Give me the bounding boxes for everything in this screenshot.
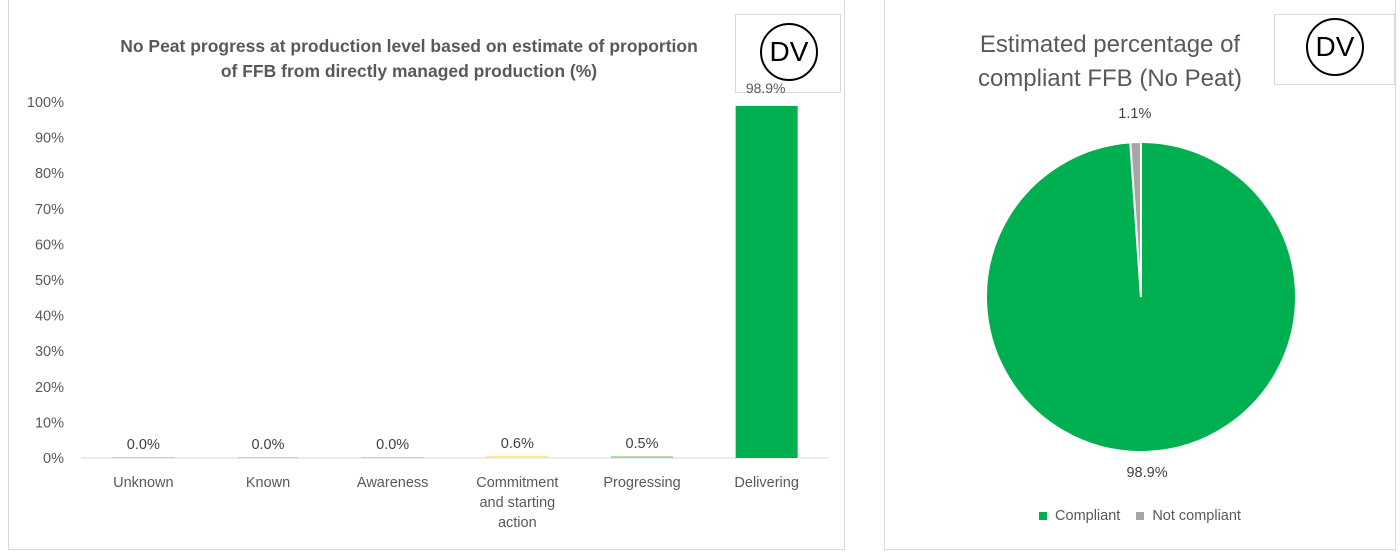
y-tick-label: 60% <box>35 237 64 253</box>
bar-chart: 0% 10% 20% 30% 40% 50% 60% 70% 80% 90% 100% 0.0% Unk… <box>27 95 829 531</box>
bar-awareness <box>361 457 424 458</box>
bar-chart-title-line-2: of FFB from directly managed production … <box>220 61 598 81</box>
dv-badge-text: DV <box>1315 31 1355 62</box>
bar-data-label: 0.0% <box>127 437 160 453</box>
legend-item-compliant: Compliant <box>1039 508 1120 524</box>
bar-chart-title: No Peat progress at production level bas… <box>69 34 749 84</box>
x-category-label: Commitment <box>476 475 558 491</box>
bar-top-label-layer: 98.9% <box>746 80 786 96</box>
legend-swatch <box>1136 512 1145 520</box>
bar-data-label: 0.0% <box>251 437 284 453</box>
bar-chart-title-line-1: No Peat progress at production level bas… <box>120 36 698 56</box>
bar-data-label: 0.5% <box>625 436 658 452</box>
y-tick-label: 10% <box>35 415 64 431</box>
dv-badge: DV <box>760 23 818 81</box>
y-tick-label: 70% <box>35 202 64 218</box>
pie-chart-title: Estimated percentage of compliant FFB (N… <box>945 28 1275 96</box>
dv-badge-box-right: DV <box>1274 14 1395 85</box>
y-tick-label: 30% <box>35 344 64 360</box>
pie-legend: Compliant Not compliant <box>885 508 1395 524</box>
legend-label: Compliant <box>1055 508 1121 524</box>
bar-progressing <box>611 456 673 458</box>
pie-chart-panel: Estimated percentage of compliant FFB (N… <box>884 0 1396 550</box>
x-category-label: Unknown <box>113 475 173 491</box>
bar-data-label: 0.6% <box>501 436 534 452</box>
bar-unknown <box>112 457 175 458</box>
pie-slice-not-compliant <box>1129 140 1142 298</box>
legend-item-not-compliant: Not compliant <box>1136 508 1241 524</box>
x-category-label: Awareness <box>357 475 428 491</box>
pie-data-label: 1.1% <box>1118 106 1151 122</box>
dv-badge: DV <box>1306 18 1364 76</box>
x-category-label: action <box>498 515 537 531</box>
x-category-label: Known <box>246 475 290 491</box>
x-category-label: Delivering <box>734 475 798 491</box>
pie-chart-title-line-2: compliant FFB (No Peat) <box>977 65 1243 92</box>
x-category-label: Progressing <box>603 475 680 491</box>
bar-known <box>237 457 299 458</box>
legend-swatch <box>1039 512 1048 520</box>
y-tick-label: 0% <box>43 451 64 467</box>
y-tick-label: 100% <box>27 95 64 111</box>
dv-badge-text: DV <box>769 36 809 67</box>
legend-label: Not compliant <box>1152 508 1241 524</box>
dv-badge-box-left: DV <box>735 14 841 93</box>
bar-delivering <box>735 105 798 458</box>
bar-chart-panel: No Peat progress at production level bas… <box>8 0 845 550</box>
bar-commitment <box>486 455 549 458</box>
x-category-label: and starting <box>479 495 555 511</box>
pie-chart: 98.9% 1.1% <box>985 106 1297 481</box>
y-tick-label: 80% <box>35 166 64 182</box>
bar-data-label-delivering: 98.9% <box>746 80 786 96</box>
pie-data-label: 98.9% <box>1126 465 1167 481</box>
pie-chart-title-line-1: Estimated percentage of <box>979 31 1241 58</box>
y-tick-label: 40% <box>35 309 64 325</box>
bar-data-label: 0.0% <box>376 437 409 453</box>
y-tick-label: 90% <box>35 131 64 147</box>
y-tick-label: 20% <box>35 380 64 396</box>
y-tick-label: 50% <box>35 273 64 289</box>
